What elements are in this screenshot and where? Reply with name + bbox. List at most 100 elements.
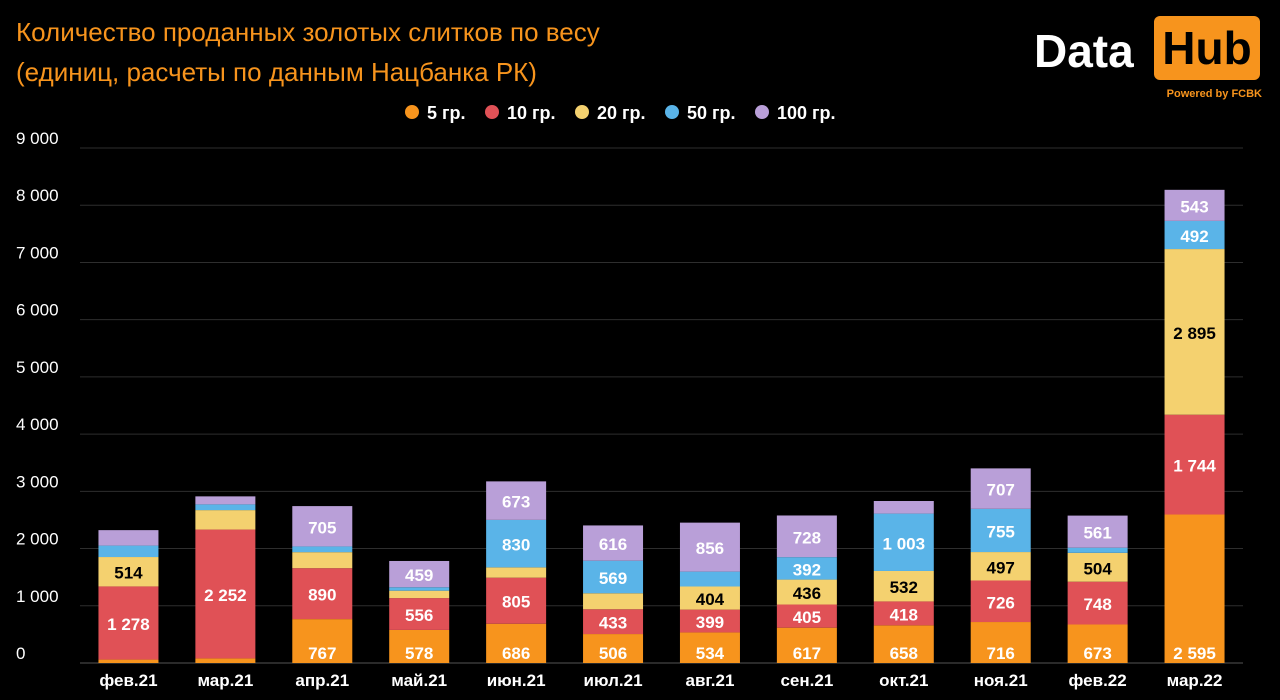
bar-segment	[1067, 515, 1128, 548]
legend-label: 5 гр.	[427, 103, 466, 123]
data-label: 556	[405, 606, 433, 625]
data-label: 716	[987, 644, 1015, 663]
data-label: 1 003	[883, 534, 926, 553]
bar-segment	[195, 529, 256, 659]
data-label: 686	[502, 644, 530, 663]
data-label: 726	[987, 593, 1015, 612]
data-label: 673	[502, 493, 530, 512]
legend-label: 100 гр.	[777, 103, 836, 123]
chart-title: Количество проданных золотых слитков по …	[16, 12, 976, 92]
bar-segment	[679, 586, 740, 610]
y-tick-label: 6 000	[16, 301, 59, 320]
data-label: 532	[890, 578, 918, 597]
bar-segment	[873, 570, 934, 602]
bar-segment	[1067, 581, 1128, 625]
bar-segment	[679, 522, 740, 572]
x-tick-label: окт.21	[879, 671, 928, 690]
data-label: 617	[793, 644, 821, 663]
bar-segment	[873, 601, 934, 626]
data-label: 561	[1083, 524, 1111, 543]
chart-title-line2: (единиц, расчеты по данным Нацбанка РК)	[16, 57, 537, 87]
legend-marker	[405, 105, 419, 119]
bar-segment	[1164, 249, 1225, 415]
x-tick-label: ноя.21	[974, 671, 1028, 690]
data-label: 569	[599, 569, 627, 588]
data-label: 399	[696, 613, 724, 632]
datahub-logo: Data Hub Powered by FCBK	[1034, 14, 1262, 106]
bar-segment	[970, 468, 1031, 509]
data-label: 578	[405, 644, 433, 663]
data-label: 755	[987, 522, 1015, 541]
x-tick-label: май.21	[391, 671, 447, 690]
bar-segment	[679, 609, 740, 633]
data-label: 492	[1180, 227, 1208, 246]
bar-segment	[98, 659, 159, 663]
bar-segment	[1164, 514, 1225, 663]
bar-segment	[389, 598, 450, 630]
bar-segment	[583, 593, 644, 610]
bar-segment	[292, 546, 353, 553]
bar-segment	[195, 496, 256, 505]
bar-segment	[389, 560, 450, 588]
bar-segment	[98, 586, 159, 660]
data-label: 705	[308, 518, 336, 537]
legend-marker	[575, 105, 589, 119]
bar-segment	[195, 504, 256, 511]
x-tick-label: фев.21	[99, 671, 157, 690]
legend-marker	[485, 105, 499, 119]
data-label: 504	[1083, 559, 1112, 578]
legend-marker	[665, 105, 679, 119]
bar-segment	[486, 577, 547, 624]
bar-segment	[776, 515, 837, 558]
bar-segment	[583, 609, 644, 635]
bar-segment	[1164, 414, 1225, 515]
bar-segment	[486, 519, 547, 568]
x-tick-label: апр.21	[295, 671, 349, 690]
data-label: 856	[696, 539, 724, 558]
bar-segment	[1067, 624, 1128, 663]
bar-segment	[389, 587, 450, 591]
data-label: 405	[793, 608, 821, 627]
bar-segment	[98, 545, 159, 558]
x-tick-label: авг.21	[685, 671, 734, 690]
data-label: 433	[599, 614, 627, 633]
bar-segment	[1067, 547, 1128, 553]
bar-segment	[486, 623, 547, 663]
x-tick-label: мар.21	[197, 671, 253, 690]
legend-marker	[755, 105, 769, 119]
bar-segment	[292, 619, 353, 663]
data-label: 506	[599, 644, 627, 663]
data-label: 459	[405, 566, 433, 585]
bar-segment	[1067, 552, 1128, 582]
bar-segment	[776, 557, 837, 580]
bar-segment	[583, 525, 644, 561]
bar-segment	[776, 604, 837, 628]
logo-hub-text: Hub	[1154, 16, 1260, 80]
bar-segment	[873, 513, 934, 571]
data-label: 767	[308, 644, 336, 663]
chart-title-line1: Количество проданных золотых слитков по …	[16, 17, 600, 47]
bar-segment	[98, 557, 159, 587]
bar-segment	[1164, 189, 1225, 221]
bar-segment	[486, 567, 547, 578]
y-tick-label: 1 000	[16, 587, 59, 606]
x-tick-label: сен.21	[780, 671, 833, 690]
x-tick-label: июн.21	[487, 671, 546, 690]
data-label: 2 252	[204, 586, 247, 605]
bar-segment	[583, 634, 644, 663]
y-tick-label: 2 000	[16, 530, 59, 549]
data-label: 673	[1083, 644, 1111, 663]
bar-segment	[195, 658, 256, 663]
y-tick-label: 7 000	[16, 243, 59, 262]
data-label: 830	[502, 536, 530, 555]
bar-segment	[776, 579, 837, 605]
data-label: 616	[599, 535, 627, 554]
bar-segment	[970, 552, 1031, 581]
data-label: 1 278	[107, 615, 150, 634]
legend-label: 20 гр.	[597, 103, 646, 123]
bar-segment	[389, 590, 450, 599]
data-label: 404	[696, 590, 725, 609]
data-label: 543	[1180, 197, 1208, 216]
data-label: 2 595	[1173, 644, 1216, 663]
